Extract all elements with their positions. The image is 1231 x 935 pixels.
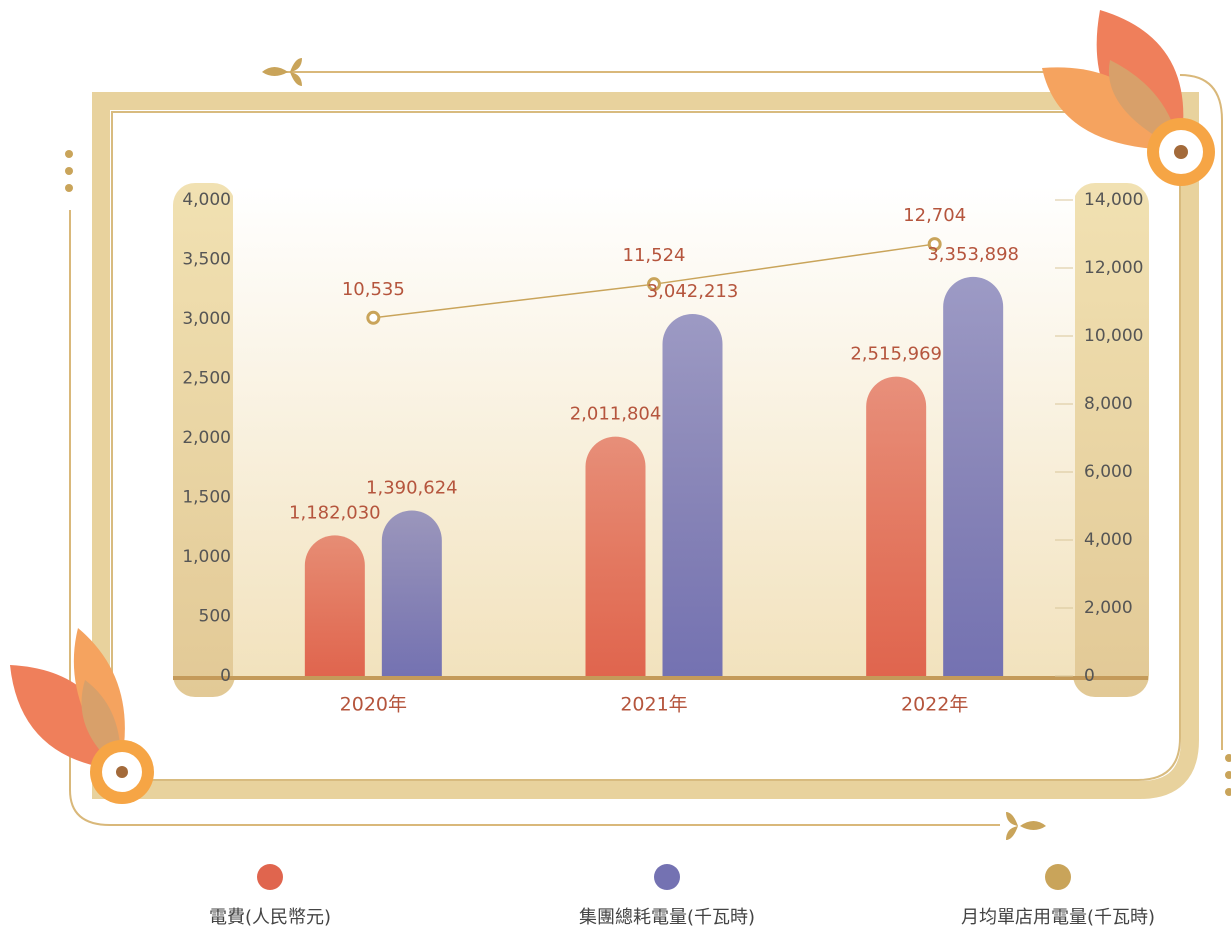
x-tick-label: 2020年	[340, 694, 407, 716]
line-point	[366, 310, 381, 325]
legend-swatch	[257, 864, 283, 890]
dot	[1225, 788, 1231, 796]
bar-value-label: 3,353,898	[927, 244, 1019, 265]
bar	[585, 436, 646, 676]
plot-background	[233, 186, 1075, 677]
y2-tick-label: 10,000	[1084, 326, 1143, 346]
y-tick-label: 2,000	[182, 428, 231, 448]
y2-tick-label: 2,000	[1084, 598, 1133, 618]
leaves-bottom	[10, 628, 154, 804]
line-value-label: 12,704	[903, 205, 966, 226]
y2-tick-label: 4,000	[1084, 530, 1133, 550]
sprig	[262, 58, 302, 86]
frame-line	[1179, 74, 1223, 750]
line-value-label: 11,524	[623, 245, 686, 266]
y2-tick-label: 12,000	[1084, 258, 1143, 278]
y-tick-label: 4,000	[182, 190, 231, 210]
x-tick-label: 2022年	[901, 694, 968, 716]
line-point	[927, 237, 942, 252]
y-tick-label: 0	[220, 666, 231, 686]
bar-value-label: 1,390,624	[366, 478, 458, 499]
dot	[65, 150, 73, 158]
leaves-top	[1042, 10, 1215, 186]
dot	[1225, 771, 1231, 779]
legend-swatch	[1045, 864, 1071, 890]
y2-tick-label: 0	[1084, 666, 1095, 686]
bar	[662, 313, 723, 676]
dot	[65, 167, 73, 175]
bar-value-label: 3,042,213	[647, 281, 739, 302]
y-tick-label: 3,000	[182, 309, 231, 329]
y-axis-band	[173, 183, 235, 697]
legend-swatch	[654, 864, 680, 890]
y2-tick-label: 6,000	[1084, 462, 1133, 482]
bar	[943, 276, 1004, 676]
y2-tick-label: 14,000	[1084, 190, 1143, 210]
bar-value-label: 2,011,804	[570, 404, 662, 425]
bar	[381, 510, 442, 676]
dot	[65, 184, 73, 192]
x-tick-label: 2021年	[620, 694, 687, 716]
legend-label: 集團總耗電量(千瓦時)	[579, 907, 755, 928]
bar	[866, 376, 927, 676]
y-tick-label: 3,500	[182, 250, 231, 270]
y-tick-label: 1,500	[182, 488, 231, 508]
frame-line	[69, 210, 1000, 826]
bar	[304, 535, 365, 676]
y2-tick-label: 8,000	[1084, 394, 1133, 414]
y2-axis-band	[1073, 183, 1149, 697]
sprig	[1006, 812, 1046, 840]
legend-label: 月均單店用電量(千瓦時)	[961, 907, 1155, 928]
y-tick-label: 1,000	[182, 547, 231, 567]
line-value-label: 10,535	[342, 279, 405, 300]
frame	[92, 92, 1199, 799]
bar-value-label: 2,515,969	[850, 344, 942, 365]
dot	[1225, 754, 1231, 762]
marks	[304, 237, 1004, 676]
line-point	[647, 277, 661, 292]
y-tick-label: 2,500	[182, 369, 231, 389]
y-tick-label: 500	[199, 607, 231, 627]
legend-label: 電費(人民幣元)	[209, 907, 331, 928]
bar-value-label: 1,182,030	[289, 502, 381, 523]
